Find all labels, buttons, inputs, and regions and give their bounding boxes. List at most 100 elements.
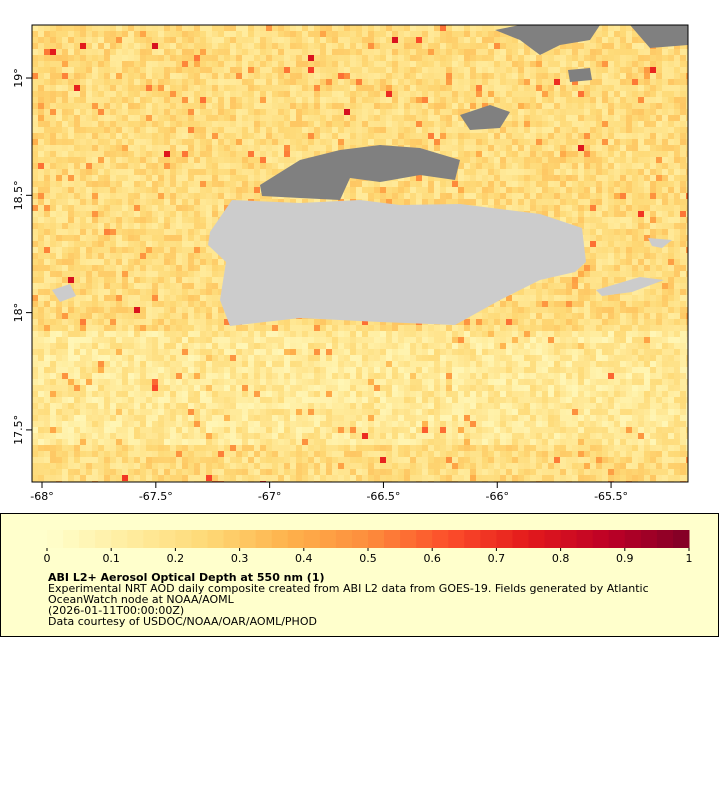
aod-cell (524, 193, 530, 199)
aod-cell (446, 91, 452, 97)
aod-cell (680, 289, 686, 295)
aod-cell (560, 199, 566, 205)
aod-cell (620, 31, 626, 37)
aod-cell (590, 169, 596, 175)
aod-cell (512, 169, 518, 175)
aod-cell (644, 139, 650, 145)
aod-cell (326, 43, 332, 49)
aod-cell (224, 31, 230, 37)
aod-cell (74, 157, 80, 163)
aod-cell (206, 247, 212, 253)
aod-cell (638, 139, 644, 145)
aod-cell (140, 211, 146, 217)
aod-cell (62, 73, 68, 79)
aod-cell (596, 235, 602, 241)
aod-cell (368, 133, 374, 139)
aod-cell (434, 73, 440, 79)
aod-cell (38, 289, 44, 295)
aod-cell (188, 199, 194, 205)
aod-cell (488, 55, 494, 61)
aod-cell (470, 31, 476, 37)
aod-cell (50, 277, 56, 283)
aod-cell (62, 49, 68, 55)
aod-cell (80, 271, 86, 277)
aod-cell (560, 133, 566, 139)
aod-cell (74, 217, 80, 223)
aod-cell (464, 91, 470, 97)
aod-cell (590, 121, 596, 127)
aod-cell (596, 265, 602, 271)
aod-cell (416, 175, 422, 181)
aod-cell (494, 187, 500, 193)
aod-cell (278, 79, 284, 85)
aod-cell (176, 85, 182, 91)
aod-cell (260, 175, 266, 181)
aod-cell (68, 205, 74, 211)
aod-cell (344, 109, 350, 115)
aod-cell (164, 235, 170, 241)
aod-cell (410, 49, 416, 55)
aod-cell (38, 97, 44, 103)
aod-cell (614, 97, 620, 103)
aod-cell (602, 235, 608, 241)
aod-cell (524, 145, 530, 151)
aod-cell (320, 73, 326, 79)
aod-cell (620, 109, 626, 115)
aod-cell (368, 49, 374, 55)
aod-cell (146, 193, 152, 199)
aod-cell (404, 133, 410, 139)
aod-cell (152, 175, 158, 181)
aod-cell (242, 55, 248, 61)
aod-cell (404, 121, 410, 127)
aod-cell (398, 127, 404, 133)
aod-cell (32, 115, 38, 121)
aod-cell (206, 115, 212, 121)
aod-cell (86, 121, 92, 127)
aod-cell (614, 181, 620, 187)
aod-cell (128, 97, 134, 103)
aod-cell (230, 145, 236, 151)
aod-cell (134, 283, 140, 289)
aod-cell (104, 187, 110, 193)
aod-cell (56, 169, 62, 175)
aod-cell (98, 295, 104, 301)
aod-cell (86, 97, 92, 103)
aod-cell (584, 133, 590, 139)
aod-cell (122, 229, 128, 235)
aod-cell (536, 67, 542, 73)
aod-cell (86, 31, 92, 37)
aod-cell (254, 181, 260, 187)
aod-cell (530, 115, 536, 121)
aod-cell (356, 97, 362, 103)
aod-cell (566, 277, 572, 283)
aod-cell (530, 151, 536, 157)
aod-cell (284, 55, 290, 61)
aod-cell (290, 109, 296, 115)
aod-cell (524, 289, 530, 295)
aod-cell (38, 175, 44, 181)
aod-cell (356, 25, 362, 31)
aod-cell (518, 55, 524, 61)
aod-cell (410, 73, 416, 79)
aod-cell (146, 181, 152, 187)
aod-cell (86, 67, 92, 73)
aod-cell (128, 79, 134, 85)
aod-cell (128, 61, 134, 67)
aod-cell (44, 151, 50, 157)
aod-cell (236, 109, 242, 115)
aod-cell (494, 43, 500, 49)
aod-cell (512, 175, 518, 181)
aod-cell (326, 25, 332, 31)
aod-cell (200, 241, 206, 247)
aod-cell (332, 91, 338, 97)
aod-cell (188, 109, 194, 115)
aod-cell (686, 151, 688, 157)
aod-cell (476, 199, 482, 205)
aod-cell (440, 139, 446, 145)
aod-cell (314, 97, 320, 103)
aod-cell (452, 85, 458, 91)
aod-cell (476, 169, 482, 175)
aod-cell (44, 103, 50, 109)
aod-cell (74, 49, 80, 55)
aod-cell (68, 49, 74, 55)
